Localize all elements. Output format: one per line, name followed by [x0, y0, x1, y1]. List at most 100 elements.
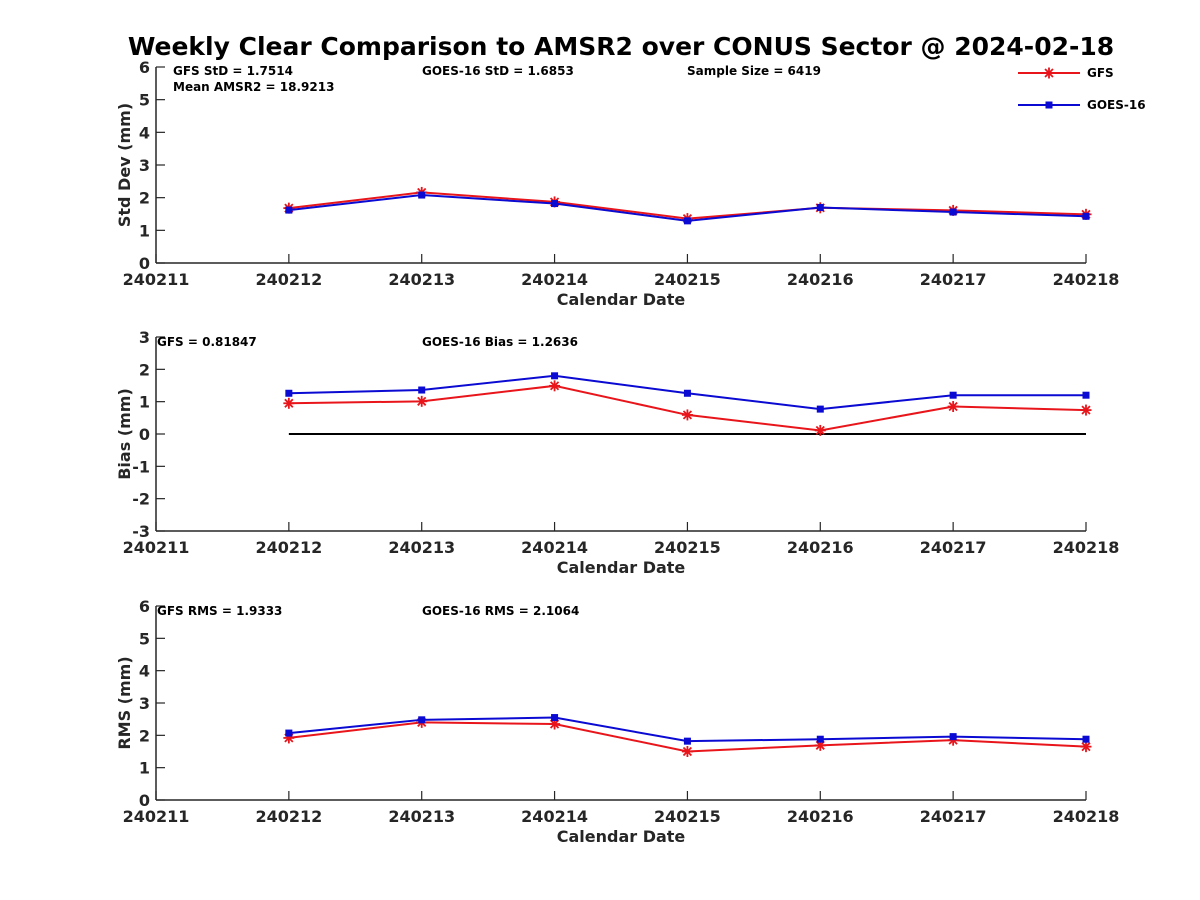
legend-item-gfs: GFS — [1018, 66, 1114, 80]
stat-annotation: Mean AMSR2 = 18.9213 — [173, 80, 334, 94]
stat-annotation: GFS = 0.81847 — [157, 335, 257, 349]
data-point — [683, 389, 691, 397]
y-axis-label: RMS (mm) — [115, 656, 134, 749]
data-point — [816, 405, 824, 413]
data-point — [416, 395, 428, 407]
y-tick-label: 4 — [139, 123, 150, 142]
data-point — [551, 714, 559, 722]
x-tick-label: 240215 — [654, 538, 721, 557]
data-point — [1082, 212, 1090, 220]
stat-annotation: GOES-16 Bias = 1.2636 — [422, 335, 578, 349]
y-tick-label: 1 — [139, 221, 150, 240]
x-tick-label: 240216 — [787, 538, 854, 557]
chart-title: Weekly Clear Comparison to AMSR2 over CO… — [128, 32, 1114, 61]
y-tick-label: 3 — [139, 694, 150, 713]
legend-marker — [1043, 67, 1055, 79]
series-line — [288, 716, 1087, 743]
panel-3: 0 1 2 3 4 5 6 240211 240212 240213 240214 240215 240… — [115, 597, 1119, 846]
legend-item-goes-16: GOES-16 — [1018, 98, 1146, 112]
x-axis-label: Calendar Date — [557, 558, 686, 577]
panel-1: 0 1 2 3 4 5 6 240211 240212 240213 240214 240215 240… — [115, 58, 1119, 309]
data-point — [681, 409, 693, 421]
legend: GFS GOES-16 — [1018, 66, 1146, 112]
data-point — [549, 380, 561, 392]
x-tick-label: 240211 — [123, 538, 190, 557]
series-goes-16 — [285, 714, 1090, 745]
stat-annotation: GOES-16 StD = 1.6853 — [422, 64, 574, 78]
legend-marker — [1045, 101, 1053, 109]
data-point — [681, 746, 693, 757]
y-tick-label: 3 — [139, 328, 150, 347]
y-tick-label: 4 — [139, 662, 150, 681]
data-point — [551, 372, 559, 380]
data-point — [283, 397, 295, 409]
y-tick-label: -1 — [132, 457, 150, 476]
x-tick-label: 240212 — [255, 270, 322, 289]
x-tick-label: 240218 — [1053, 270, 1120, 289]
data-point — [285, 206, 293, 214]
x-tick-label: 240218 — [1053, 807, 1120, 826]
y-tick-label: -2 — [132, 490, 150, 509]
y-tick-label: 6 — [139, 58, 150, 77]
stat-annotation: GFS StD = 1.7514 — [173, 64, 293, 78]
x-tick-label: 240214 — [521, 538, 588, 557]
legend-label: GOES-16 — [1087, 98, 1146, 112]
y-tick-label: 5 — [139, 629, 150, 648]
legend-label: GFS — [1087, 66, 1114, 80]
y-axis-label: Std Dev (mm) — [115, 103, 134, 227]
data-point — [816, 203, 824, 211]
data-point — [1080, 404, 1092, 416]
data-point — [947, 401, 959, 413]
x-tick-label: 240213 — [388, 807, 455, 826]
x-tick-label: 240212 — [255, 538, 322, 557]
y-tick-label: 1 — [139, 393, 150, 412]
x-tick-label: 240215 — [654, 807, 721, 826]
x-tick-label: 240215 — [654, 270, 721, 289]
y-tick-label: 0 — [139, 425, 150, 444]
data-point — [814, 424, 826, 436]
data-point — [418, 191, 426, 199]
x-tick-label: 240218 — [1053, 538, 1120, 557]
panel-2: -3 -2 -1 0 1 2 3 240211 240212 240213 240214 240215… — [115, 328, 1119, 577]
data-point — [418, 386, 426, 394]
series-goes-16 — [285, 372, 1090, 413]
data-point — [816, 735, 824, 743]
y-tick-label: 2 — [139, 189, 150, 208]
y-tick-label: 2 — [139, 360, 150, 379]
data-point — [551, 200, 559, 208]
stat-annotation: GOES-16 RMS = 2.1064 — [422, 604, 579, 618]
x-tick-label: 240211 — [123, 270, 190, 289]
data-point — [285, 389, 293, 397]
data-point — [1082, 391, 1090, 399]
x-axis-label: Calendar Date — [557, 827, 686, 846]
x-tick-label: 240213 — [388, 270, 455, 289]
y-tick-label: 0 — [139, 791, 150, 810]
data-point — [949, 733, 957, 741]
x-tick-label: 240214 — [521, 807, 588, 826]
x-axis-label: Calendar Date — [557, 290, 686, 309]
data-point — [683, 217, 691, 225]
data-point — [1080, 741, 1092, 753]
series-gfs — [283, 380, 1092, 436]
y-axis-label: Bias (mm) — [115, 388, 134, 480]
series-goes-16 — [285, 191, 1090, 225]
x-tick-label: 240214 — [521, 270, 588, 289]
y-tick-label: 3 — [139, 156, 150, 175]
x-tick-label: 240217 — [920, 538, 987, 557]
data-point — [1082, 735, 1090, 743]
x-tick-label: 240213 — [388, 538, 455, 557]
x-tick-label: 240216 — [787, 270, 854, 289]
data-point — [285, 729, 293, 737]
x-tick-label: 240212 — [255, 807, 322, 826]
y-tick-label: -3 — [132, 522, 150, 541]
stat-annotation: Sample Size = 6419 — [687, 64, 821, 78]
data-point — [949, 208, 957, 216]
x-tick-label: 240216 — [787, 807, 854, 826]
y-tick-label: 2 — [139, 726, 150, 745]
stat-annotation: GFS RMS = 1.9333 — [157, 604, 282, 618]
y-tick-label: 0 — [139, 254, 150, 273]
y-tick-label: 1 — [139, 759, 150, 778]
data-point — [683, 737, 691, 745]
